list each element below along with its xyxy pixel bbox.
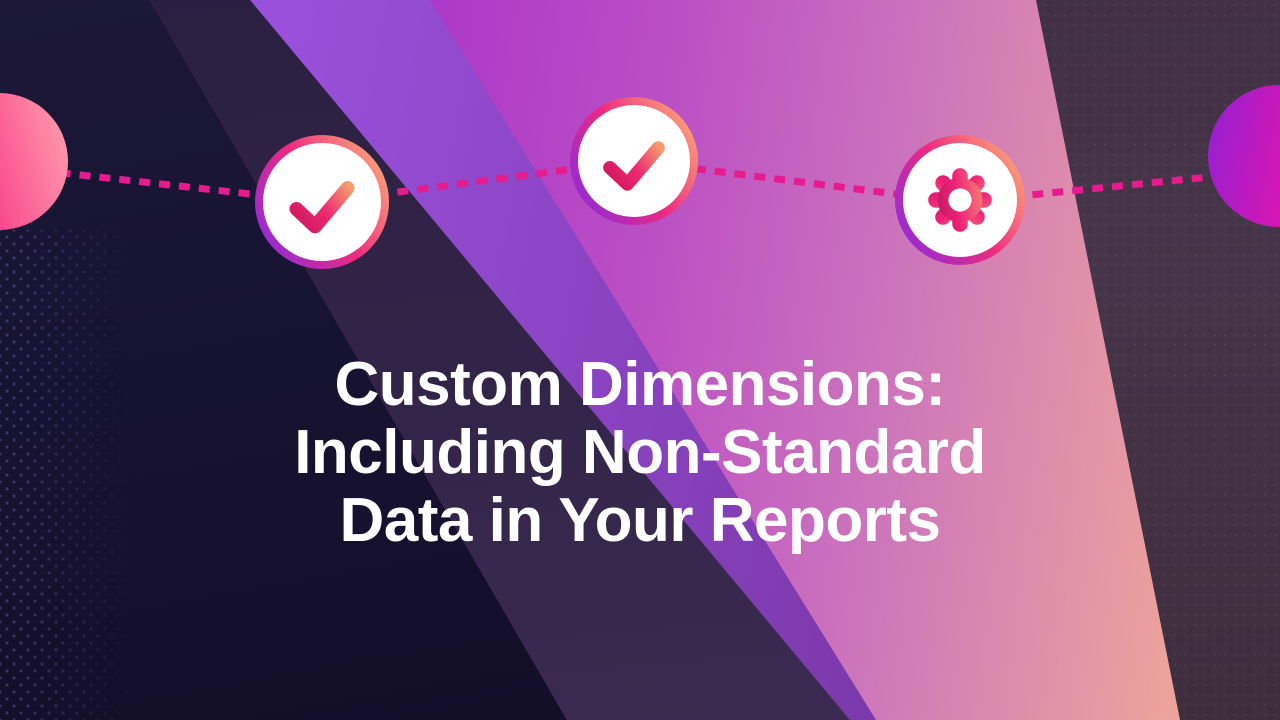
page-title: Custom Dimensions: Including Non-Standar…: [0, 351, 1280, 555]
gear-icon: [928, 168, 992, 232]
title-line-1: Custom Dimensions:: [334, 350, 946, 419]
timeline-step-3: [895, 135, 1025, 265]
step-3-circle: [903, 143, 1017, 257]
check-icon: [289, 181, 355, 234]
timeline-step-2: [570, 97, 698, 225]
timeline-step-1: [255, 135, 389, 269]
step-2-circle: [578, 105, 690, 217]
dot-texture-left: [0, 230, 160, 720]
title-line-3: Data in Your Reports: [339, 486, 941, 555]
step-1-circle: [263, 143, 381, 261]
title-line-2: Including Non-Standard: [294, 418, 986, 487]
check-icon: [603, 141, 665, 191]
